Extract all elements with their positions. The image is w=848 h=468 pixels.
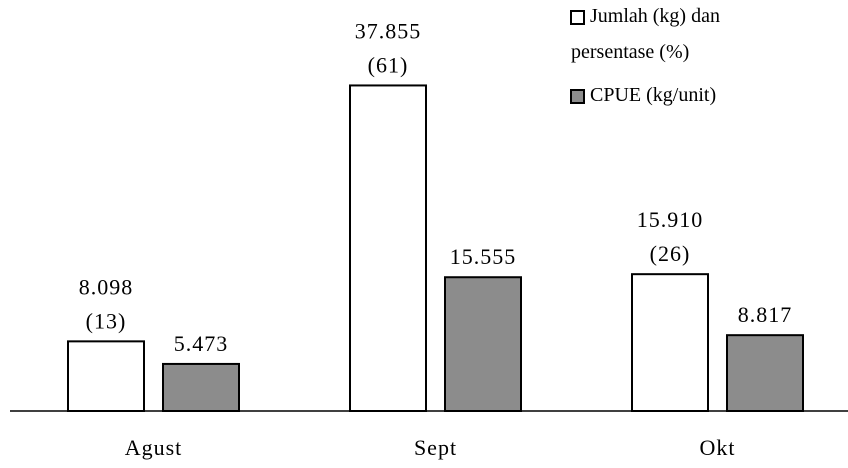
bar-jumlah-sept — [349, 84, 427, 413]
legend-label-cpue: CPUE (kg/unit) — [590, 84, 716, 106]
value-labels-layer: 8.098 (13) 5.473 37.855 (61) 15.555 15.910 (26)… — [79, 18, 793, 356]
data-label-cpue-sept: 15.555 — [450, 244, 517, 269]
category-labels-layer: Agust Sept Okt — [125, 435, 736, 460]
bar-jumlah-agust — [67, 340, 145, 413]
data-label-persentase-agust: (13) — [86, 308, 127, 333]
data-label-cpue-agust: 5.473 — [174, 331, 229, 356]
data-label-jumlah-sept: 37.855 — [355, 18, 422, 43]
x-tick-label-okt: Okt — [700, 435, 736, 460]
data-label-persentase-okt: (26) — [650, 241, 691, 266]
data-label-persentase-sept: (61) — [368, 52, 409, 77]
bar-jumlah-okt — [631, 273, 709, 413]
legend-label-jumlah: Jumlah (kg) dan — [590, 5, 720, 27]
bars-layer — [67, 84, 804, 413]
bar-cpue-sept — [444, 276, 522, 412]
x-tick-label-agust: Agust — [125, 435, 183, 460]
data-label-cpue-okt: 8.817 — [738, 302, 793, 327]
legend-label-jumlah-line2: persentase (%) — [571, 41, 689, 63]
data-label-jumlah-agust: 8.098 — [79, 274, 134, 299]
legend: Jumlah (kg) dan persentase (%) CPUE (kg/un… — [570, 5, 720, 106]
bar-cpue-okt — [726, 334, 804, 412]
x-tick-label-sept: Sept — [414, 435, 457, 460]
data-label-jumlah-okt: 15.910 — [637, 207, 704, 232]
bar-cpue-agust — [162, 362, 240, 412]
legend-swatch-cpue — [570, 89, 585, 104]
legend-swatch-jumlah — [570, 10, 585, 25]
